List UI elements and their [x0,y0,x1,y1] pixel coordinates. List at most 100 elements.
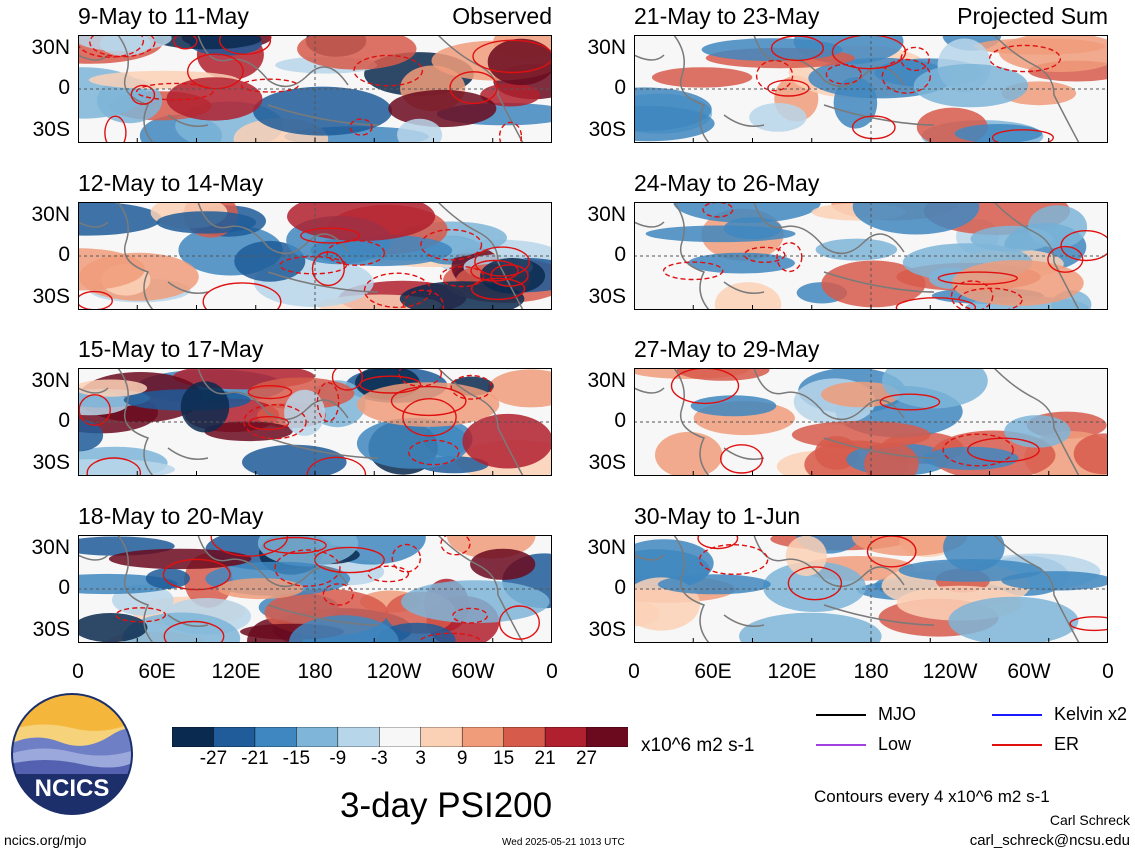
anomaly-region [122,612,241,643]
lon-tick-label: 120W [366,660,422,683]
coastline [267,604,379,626]
er-contour [440,535,471,556]
coastline [634,554,665,561]
er-contour [698,543,769,576]
er-contour [78,35,145,58]
logo-text: NCICS [35,775,110,802]
er-contour [210,535,289,557]
anomaly-region [242,444,347,476]
er-contour [274,549,341,587]
er-contour [439,265,485,288]
coastline [197,35,349,88]
er-contour [390,385,467,417]
coastline [753,368,905,421]
legend-item: ER [986,732,1135,758]
er-contour [662,261,724,281]
er-contour [247,385,293,400]
lat-tick-label: 30N [31,369,70,392]
er-contour [300,227,361,244]
er-contour [326,239,386,266]
anomaly-region [714,282,782,310]
lat-tick-label: 30N [31,203,70,226]
colorbar-swatch [171,726,215,748]
legend-label: ER [1054,734,1080,754]
coastline [723,614,765,627]
timestamp: Wed 2025-05-21 1013 UTC [502,837,625,848]
coastline [167,114,209,127]
colorbar-label: -3 [370,748,388,769]
colorbar-label: 21 [534,748,556,769]
anomaly-region [651,67,753,88]
anomaly-region [289,615,399,643]
lat-tick-label: 30S [32,451,70,474]
lon-tick-label: 60E [138,660,176,683]
er-contour [240,78,299,93]
anomaly-region [852,202,980,235]
er-contour [331,368,363,391]
anomaly-region [78,459,175,476]
anomaly-region [78,35,172,52]
er-contour [104,115,127,143]
anomaly-region [234,240,306,282]
email: carl_schreck@ncsu.edu [969,832,1130,849]
anomaly-region [655,431,723,476]
anomaly-map [634,35,1108,143]
colorbar-swatch [586,726,629,748]
er-contour [162,558,231,591]
anomaly-region [815,238,898,261]
anomaly-region [257,535,359,567]
coastline [634,221,665,228]
anomaly-map [78,368,552,476]
coastline [723,281,765,294]
lat-tick-label: 30N [587,36,626,59]
panel-tag: Projected Sum [957,3,1108,29]
anomaly-region [1004,415,1071,448]
colorbar-swatch [544,726,588,748]
er-contour [136,82,214,101]
anomaly-region [690,395,777,417]
panel-tag: Observed [452,3,552,29]
panel-title: 30-May to 1-Jun [634,503,801,529]
legend-label: Kelvin x2 [1054,704,1128,724]
anomaly-region [480,83,541,107]
er-contour [470,259,519,282]
er-contour [263,536,327,554]
coastline [117,35,154,143]
er-contour [702,202,734,218]
anomaly-region [153,35,262,50]
anomaly-region [399,281,525,310]
coastline [78,387,109,394]
er-contour [1069,616,1108,632]
anomaly-region [999,35,1108,72]
lon-tick-label: 60W [1007,660,1051,683]
anomaly-region [913,63,1029,108]
anomaly-region [676,368,770,381]
er-contour [202,282,282,310]
panel-title: 18-May to 20-May [78,503,264,529]
lon-tick-label: 0 [72,660,84,683]
coastline [78,554,109,561]
anomaly-region [739,612,882,643]
lon-tick-label: 120E [211,660,261,683]
anomaly-region [166,77,263,121]
anomaly-region [687,252,795,274]
panel-title: 9-May to 11-May [78,3,249,29]
anomaly-region [297,35,417,70]
lat-tick-label: 0 [614,243,626,266]
er-contour [937,271,1018,285]
anomaly-region [791,420,931,449]
legend-label: Low [878,734,912,754]
er-contour [755,59,794,92]
lat-tick-label: 0 [58,409,70,432]
colorbar-label: -15 [282,748,311,769]
anomaly-region [1001,571,1108,591]
anomaly-region [943,535,1005,572]
colorbar-swatch [379,726,422,748]
anomaly-region [762,561,866,612]
colorbar-label: 15 [493,748,515,769]
anomaly-region [922,446,1019,470]
coastline [823,437,935,459]
lon-tick-label: 60W [451,660,495,683]
coastline [993,35,1080,143]
er-contour [1060,230,1108,262]
